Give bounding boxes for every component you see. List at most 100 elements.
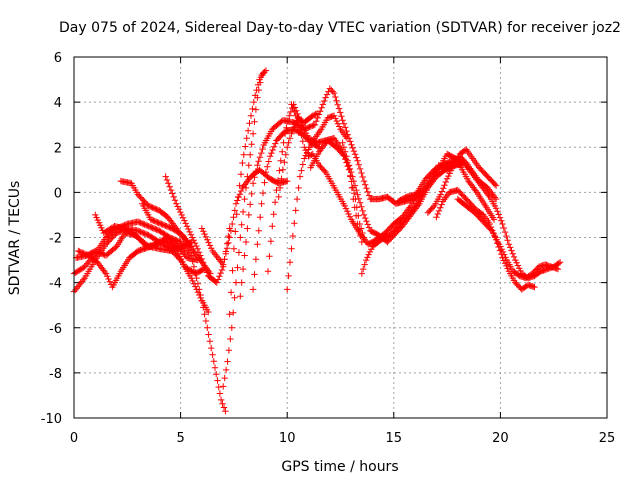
data-point	[309, 112, 316, 119]
data-point	[347, 138, 354, 145]
data-point	[234, 264, 241, 271]
data-point	[342, 205, 350, 212]
y-tick-label: 2	[54, 141, 62, 156]
data-point	[237, 171, 245, 178]
data-point	[517, 267, 524, 275]
x-tick-label: 10	[279, 431, 296, 446]
data-point	[153, 206, 160, 213]
data-point	[163, 223, 170, 230]
data-point	[343, 135, 351, 142]
data-point	[362, 214, 369, 222]
data-point	[222, 366, 230, 374]
data-point	[220, 261, 227, 268]
data-point	[187, 231, 195, 238]
data-point	[281, 130, 289, 137]
data-point	[174, 203, 181, 210]
data-point	[437, 204, 444, 211]
data-point	[197, 294, 204, 302]
data-point	[501, 228, 509, 236]
data-point	[555, 260, 562, 267]
data-point	[358, 203, 365, 210]
data-point	[227, 335, 234, 343]
data-point	[285, 139, 292, 146]
x-tick-label: 20	[492, 431, 509, 446]
data-point	[252, 168, 260, 175]
data-point	[230, 214, 237, 221]
data-point	[356, 199, 364, 206]
data-point	[84, 260, 91, 267]
data-point	[189, 277, 196, 285]
data-point	[196, 291, 203, 299]
data-point	[490, 216, 498, 223]
data-point	[357, 232, 364, 240]
data-point	[292, 207, 299, 214]
data-point	[286, 112, 293, 119]
data-point	[136, 228, 143, 235]
data-point	[442, 178, 449, 186]
data-point	[208, 344, 215, 352]
data-point	[249, 130, 257, 137]
data-point	[247, 151, 254, 158]
data-point	[321, 167, 328, 174]
y-tick-label: -8	[49, 367, 62, 382]
data-point	[332, 93, 339, 101]
data-point	[366, 248, 374, 256]
data-point	[313, 118, 320, 125]
data-point	[269, 146, 276, 154]
data-point	[101, 268, 108, 276]
data-point	[498, 217, 505, 224]
data-point	[322, 94, 329, 101]
data-point	[231, 294, 238, 301]
data-point	[254, 162, 261, 169]
data-point	[365, 192, 373, 199]
data-point	[364, 221, 371, 228]
data-point	[242, 238, 250, 246]
data-point	[433, 214, 440, 221]
data-point	[186, 228, 193, 236]
data-point	[333, 117, 340, 125]
data-point	[342, 148, 349, 155]
data-point	[244, 127, 252, 134]
data-point	[267, 238, 275, 245]
data-point	[505, 241, 513, 248]
data-point	[249, 105, 256, 113]
data-point	[508, 247, 515, 254]
series-arc	[284, 112, 351, 293]
data-point	[272, 140, 279, 147]
series-arc	[220, 67, 270, 390]
data-point	[556, 259, 564, 266]
data-point	[235, 249, 243, 256]
data-point	[502, 254, 509, 261]
data-point	[269, 223, 276, 230]
data-point	[438, 201, 445, 208]
chart-title: Day 075 of 2024, Sidereal Day-to-day VTE…	[59, 20, 621, 36]
data-point	[149, 204, 156, 211]
data-point	[323, 91, 331, 98]
data-point	[266, 253, 273, 260]
data-point	[186, 241, 194, 249]
data-point	[284, 177, 291, 185]
data-point	[247, 201, 254, 208]
data-point	[105, 275, 112, 283]
data-point	[291, 220, 298, 227]
data-point	[259, 189, 267, 197]
data-point	[237, 293, 244, 300]
data-point	[499, 248, 507, 256]
data-point	[410, 204, 418, 211]
data-point	[204, 324, 211, 331]
data-point	[268, 149, 275, 157]
data-point	[296, 126, 304, 133]
data-point	[235, 193, 242, 201]
data-point	[105, 238, 112, 245]
data-point	[516, 265, 523, 272]
data-point	[492, 205, 500, 212]
data-point	[470, 172, 478, 180]
data-point	[199, 259, 207, 266]
data-point	[361, 261, 368, 268]
data-point	[225, 239, 232, 247]
data-point	[277, 157, 284, 164]
data-point	[190, 247, 197, 255]
data-point	[221, 256, 228, 263]
data-point	[321, 97, 328, 105]
data-point	[244, 225, 251, 232]
